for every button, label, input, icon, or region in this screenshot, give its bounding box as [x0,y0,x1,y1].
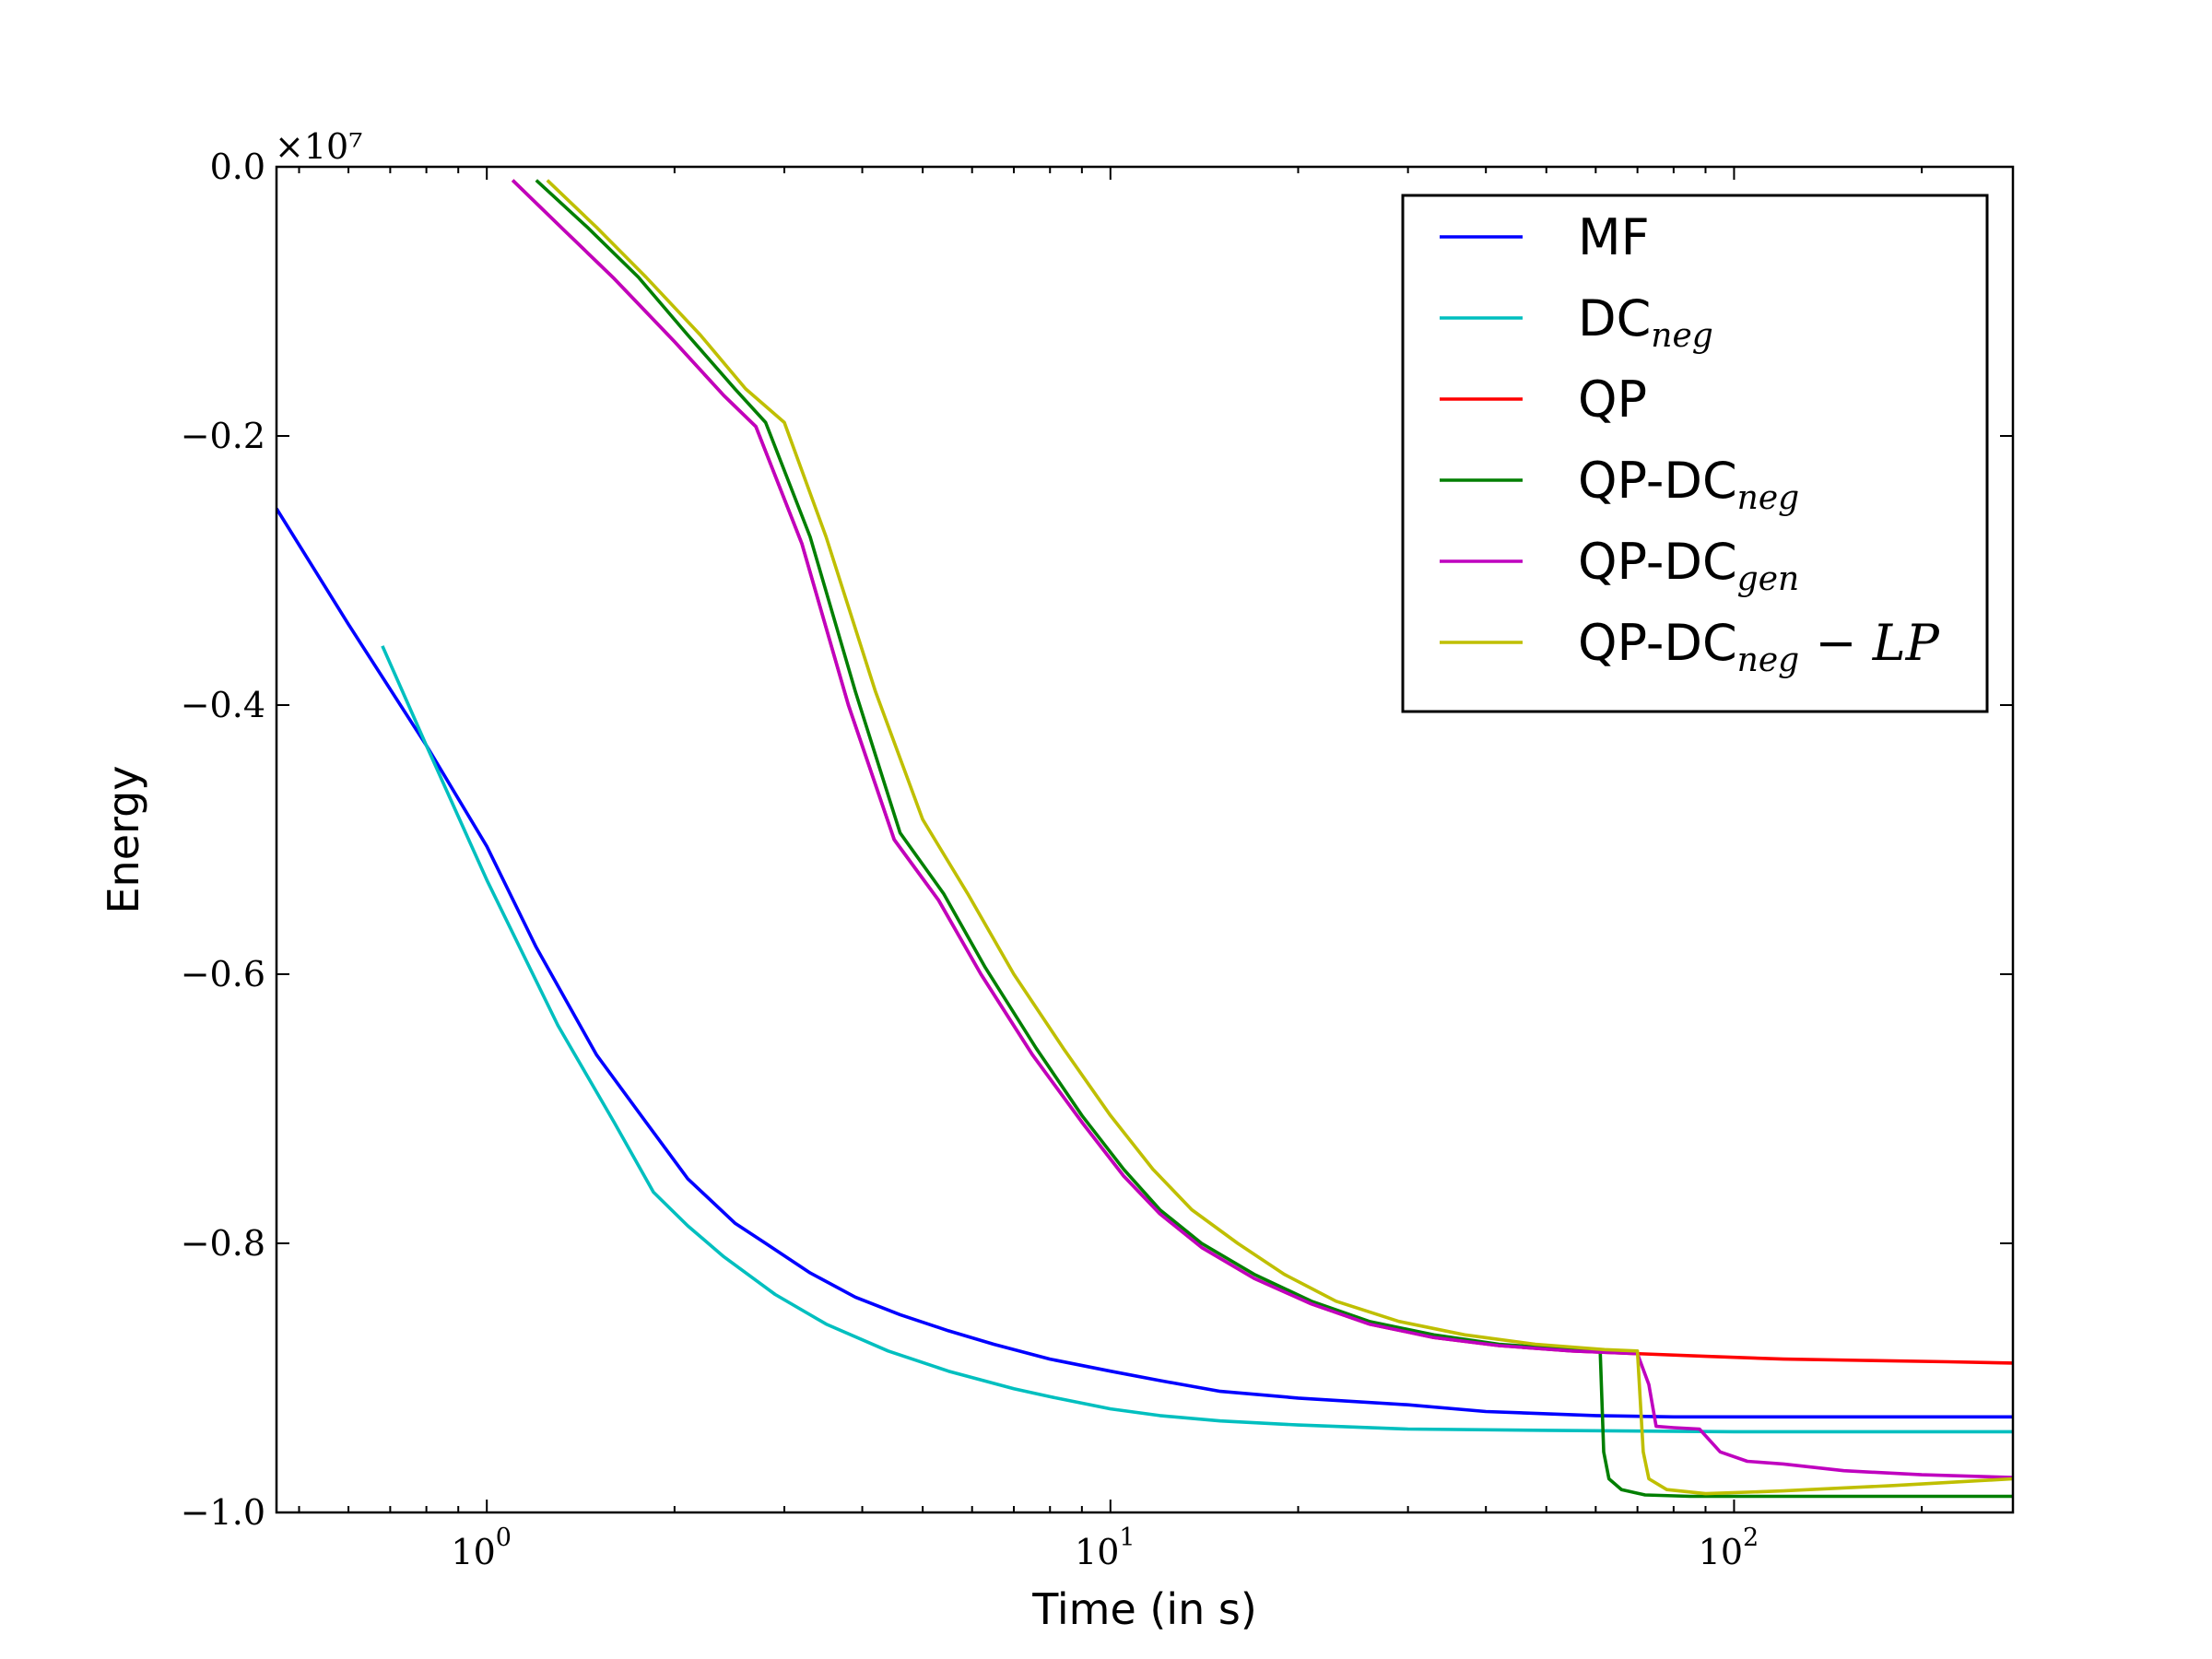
y-tick-label: −1.0 [181,1492,265,1533]
legend-entry: QP [1440,371,1647,429]
x-tick-label: 101 [1075,1524,1135,1572]
legend: MF DCneg QP QP-DCneg QP-DCgen QP-DCneg − LP [1401,194,1989,713]
series-layer [276,179,2013,1499]
legend-label: DCneg [1578,289,1713,355]
y-tick-label: 0.0 [210,147,265,187]
legend-entry: QP-DCgen [1440,533,1799,598]
legend-entry: MF [1440,208,1650,266]
y-offset-label: ×10⁷ [275,126,362,167]
y-tick-label: −0.8 [181,1223,265,1264]
series-line-qp-dc-neg [535,179,2013,1499]
legend-label: QP-DCneg − LP [1578,614,1941,679]
plot-frame [275,165,2015,1514]
legend-entry: DCneg [1440,289,1713,355]
y-tick-label: −0.6 [181,954,265,994]
x-axis-label: Time (in s) [1031,1584,1257,1634]
y-axis-label: Energy [99,765,148,913]
legend-entry: QP-DCneg [1440,452,1799,517]
series-line-dc-neg [381,645,2013,1434]
y-tick-label: −0.4 [181,685,265,725]
legend-label: QP-DCneg [1578,452,1799,517]
series-line-qp-dc-gen [511,179,2013,1479]
legend-label: QP-DCgen [1578,533,1799,598]
x-tick-label: 100 [451,1524,512,1572]
legend-entries: MF DCneg QP QP-DCneg QP-DCgen QP-DCneg − LP [1440,208,1941,679]
legend-label: QP [1578,371,1647,429]
series-line-qp-dc-neg-lp [546,179,2013,1496]
legend-label: MF [1578,208,1650,266]
legend-frame [1401,194,1989,713]
y-tick-label: −0.2 [181,416,265,456]
x-tick-label: 102 [1699,1524,1759,1572]
series-line-mf [276,507,2013,1419]
legend-entry: QP-DCneg − LP [1440,614,1941,679]
